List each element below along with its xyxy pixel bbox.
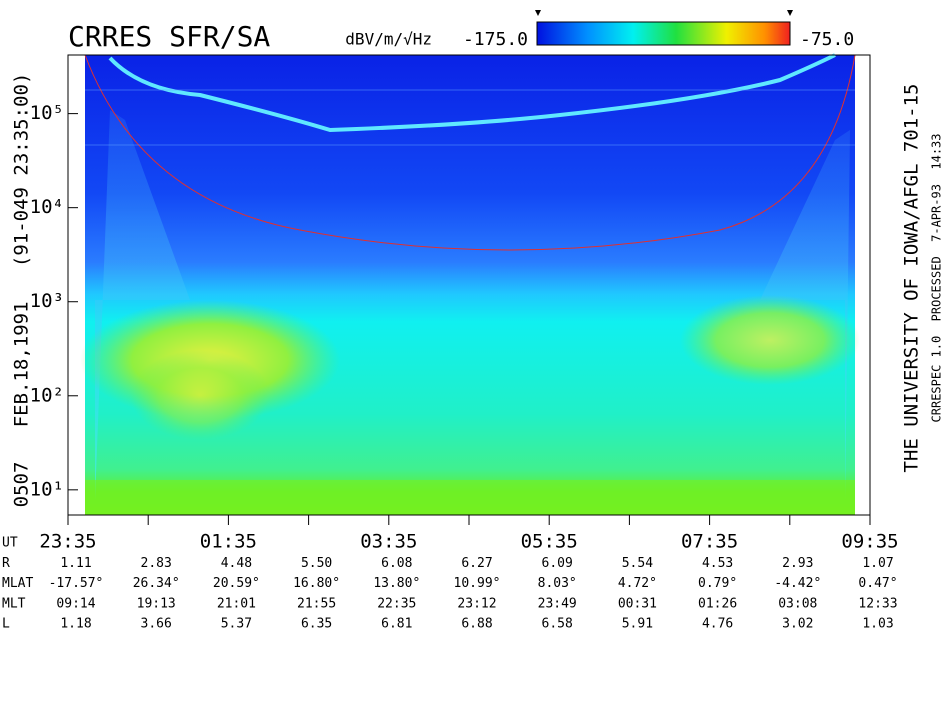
ephemeris-value: 4.72°	[618, 576, 657, 591]
colorbar-max: -75.0	[800, 29, 854, 50]
colorbar-marker	[535, 10, 793, 16]
ephemeris-value: 23:49	[538, 596, 577, 611]
ephemeris-value: 09:14	[56, 596, 95, 611]
ephemeris-value: 5.54	[622, 556, 653, 571]
y-tick-label: 10¹	[30, 478, 64, 500]
ephemeris-label: R	[2, 556, 10, 571]
ephemeris-label: UT	[2, 536, 18, 551]
ephemeris-value: 01:26	[698, 596, 737, 611]
ephemeris-value: 0.79°	[698, 576, 737, 591]
ephemeris-value: 6.09	[542, 556, 573, 571]
emission-cone	[95, 110, 190, 500]
y-tick-label: 10²	[30, 384, 64, 406]
upper-hybrid-line	[108, 53, 836, 133]
right-label: THE UNIVERSITY OF IOWA/AFGL 701-15	[901, 84, 923, 473]
ephemeris-value: 21:01	[217, 596, 256, 611]
x-tick-label: 07:35	[681, 531, 738, 553]
y-tick-label: 10⁵	[30, 102, 64, 124]
ephemeris-value: -4.42°	[774, 576, 821, 591]
ephemeris-value: 10.99°	[454, 576, 501, 591]
ephemeris-value: 03:08	[778, 596, 817, 611]
ephemeris-value: 21:55	[297, 596, 336, 611]
ephemeris-value: 8.03°	[538, 576, 577, 591]
ephemeris-value: 6.58	[542, 617, 573, 632]
ephemeris-value: 5.37	[221, 617, 252, 632]
ephemeris-value: 22:35	[377, 596, 416, 611]
chart-title: CRRES SFR/SA	[68, 20, 270, 53]
spectrogram	[80, 53, 860, 515]
ephemeris-label: MLT	[2, 596, 26, 611]
emission-blob	[680, 295, 860, 385]
model-curve	[84, 54, 856, 251]
ephemeris-label: L	[2, 617, 10, 632]
ephemeris-value: 4.48	[221, 556, 252, 571]
ephemeris-value: 2.83	[141, 556, 172, 571]
ephemeris-value: 1.03	[862, 617, 893, 632]
ephemeris-value: 2.93	[782, 556, 813, 571]
x-tick-label: 23:35	[39, 531, 96, 553]
ephemeris-value: 1.18	[60, 617, 91, 632]
colorbar	[536, 21, 791, 46]
ephemeris-value: 6.35	[301, 617, 332, 632]
ephemeris-value: 6.27	[461, 556, 492, 571]
ephemeris-value: 16.80°	[293, 576, 340, 591]
ephemeris-value: 5.91	[622, 617, 653, 632]
x-tick-label: 05:35	[521, 531, 578, 553]
right-sublabel: CRRESPEC 1.0 PROCESSED 7-APR-93 14:33	[930, 134, 944, 423]
y-tick-label: 10⁴	[30, 196, 64, 218]
ephemeris-value: 26.34°	[133, 576, 180, 591]
emission-cone	[760, 130, 850, 500]
x-tick-label: 03:35	[360, 531, 417, 553]
x-tick-label: 09:35	[841, 531, 898, 553]
colorbar-min: -175.0	[463, 29, 528, 50]
left-label: 0507 FEB.18,1991 (91-049 23:35:00)	[11, 73, 33, 508]
ephemeris-value: 20.59°	[213, 576, 260, 591]
y-tick-label: 10³	[30, 290, 64, 312]
ephemeris-value: 3.02	[782, 617, 813, 632]
ephemeris-value: 3.66	[141, 617, 172, 632]
low-band	[85, 480, 855, 515]
ephemeris-value: 13.80°	[373, 576, 420, 591]
ephemeris-value: 4.53	[702, 556, 733, 571]
x-tick-label: 01:35	[200, 531, 257, 553]
ephemeris-value: -17.57°	[49, 576, 104, 591]
ephemeris-value: 5.50	[301, 556, 332, 571]
ephemeris-value: 00:31	[618, 596, 657, 611]
ephemeris-value: 0.47°	[858, 576, 897, 591]
ephemeris-value: 23:12	[457, 596, 496, 611]
ephemeris-value: 1.11	[60, 556, 91, 571]
ephemeris-value: 19:13	[137, 596, 176, 611]
ephemeris-value: 6.88	[461, 617, 492, 632]
ephemeris-value: 6.81	[381, 617, 412, 632]
ephemeris-value: 6.08	[381, 556, 412, 571]
colorbar-label: dBV/m/√Hz	[345, 30, 432, 49]
emission-blob	[130, 350, 270, 440]
ephemeris-value: 1.07	[862, 556, 893, 571]
ephemeris-value: 12:33	[858, 596, 897, 611]
ephemeris-value: 4.76	[702, 617, 733, 632]
ephemeris-label: MLAT	[2, 576, 33, 591]
